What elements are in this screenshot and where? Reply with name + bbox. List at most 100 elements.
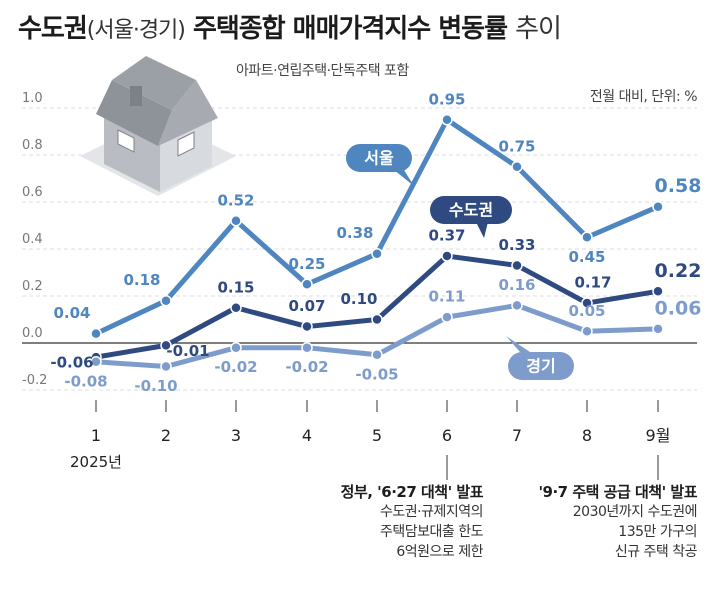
y-tick-label: 0.0 [22,326,43,341]
data-point [581,231,593,243]
house-icon [80,56,236,196]
x-tick-label: 2 [161,426,171,445]
data-label: 0.45 [568,248,605,266]
data-point [652,285,664,298]
x-tick-label: 5 [372,426,382,445]
x-tick-label: 7 [512,426,522,445]
data-point [441,311,453,323]
data-point [581,325,593,337]
data-point [160,294,172,307]
data-label: 0.17 [574,274,611,292]
x-tick-label: 3 [231,426,241,445]
data-label: -0.06 [50,354,93,372]
data-label: 0.16 [498,276,535,294]
data-point [652,323,664,335]
data-label: 0.37 [428,227,465,245]
unit-label: 전월 대비, 단위: % [589,89,698,105]
annotation-september: '9·7 주택 공급 대책' 발표 2030년까지 수도권에 135만 가구의 … [538,482,697,562]
data-label: 0.25 [288,255,325,273]
data-label: 0.52 [217,191,254,209]
subtitle: 아파트·연립주택·단독주택 포함 [236,63,409,79]
data-point [230,341,242,354]
data-point [371,349,383,361]
data-label: 0.75 [498,137,535,155]
data-point [441,250,453,262]
data-label: 0.05 [568,302,605,320]
x-tick-label: 1 [91,426,101,445]
callout-tail [394,170,414,186]
data-label: 0.22 [655,260,702,282]
callout-bubble [346,144,412,172]
data-point [90,356,102,368]
data-label: -0.01 [166,342,209,360]
data-label: 0.04 [53,304,90,322]
y-tick-label: 0.8 [22,138,43,153]
data-label: 0.95 [428,90,465,108]
annotation-september-line: 신규 주택 착공 [614,544,698,560]
y-tick-label: -0.2 [22,373,47,388]
annotation-june: 정부, '6·27 대책' 발표 수도권·규제지역의 주택담보대출 한도 6억원… [340,482,484,562]
x-year-label: 2025년 [70,453,122,471]
data-point [511,299,523,312]
y-axis-ticks: 1.0 0.8 0.6 0.4 0.2 0.0 -0.2 [22,91,47,388]
annotation-june-line: 주택담보대출 한도 [380,524,484,540]
y-tick-label: 0.6 [22,185,43,200]
series-callout: 서울 [346,144,414,186]
data-point [230,302,242,314]
annotation-june-head: 정부, '6·27 대책' 발표 [340,483,484,501]
x-tick-label: 9월 [646,426,671,445]
x-axis: 1 2 3 4 5 6 7 8 9월 2025년 [70,400,670,480]
data-label: 0.06 [655,297,702,319]
data-point [581,297,593,309]
callout-bubble [430,196,512,224]
y-tick-label: 0.4 [22,232,43,247]
series-callout: 수도권 [430,196,512,238]
data-label: -0.10 [134,377,177,395]
data-label: 0.10 [340,290,377,308]
page-title: 수도권(서울·경기) 주택종합 매매가격지수 변동률 추이 [18,14,562,44]
data-point [511,259,523,272]
series-name-label: 수도권 [449,201,493,220]
data-point [160,360,172,373]
x-tick-label: 4 [302,426,312,445]
callout-tail [476,222,488,238]
annotation-september-line: 2030년까지 수도권에 [572,504,698,520]
data-label: 0.38 [336,224,373,242]
annotation-september-line: 135만 가구의 [618,524,697,540]
data-point [652,200,664,213]
data-label: 0.33 [498,236,535,254]
data-label: -0.02 [214,358,257,376]
data-point [441,114,453,126]
data-point [301,341,313,354]
data-label: -0.05 [355,365,398,383]
data-label: -0.08 [64,372,107,390]
x-tick-label: 6 [442,426,452,445]
series-lines [90,114,664,373]
data-label: 0.18 [123,271,160,289]
data-point [511,161,523,173]
series-name-label: 경기 [526,357,555,376]
data-point [371,247,383,260]
data-label: 0.07 [288,297,325,315]
series-callout: 경기 [506,336,574,380]
data-point [301,320,313,333]
annotation-june-line: 6억원으로 제한 [396,544,483,560]
annotation-june-line: 수도권·규제지역의 [380,504,484,520]
data-point [230,215,242,227]
data-point [371,313,383,326]
y-tick-label: 0.2 [22,279,43,294]
callout-bubble [508,352,574,380]
data-point [301,278,313,290]
data-label: 0.11 [428,288,465,306]
y-tick-label: 1.0 [22,91,43,106]
data-label: -0.02 [285,358,328,376]
x-tick-label: 8 [582,426,592,445]
data-point [90,327,102,340]
data-point [160,339,172,352]
data-labels: 0.04 0.18 0.52 0.25 0.38 0.95 0.75 0.45 0.58 -0.0… [50,90,701,395]
annotation-september-head: '9·7 주택 공급 대책' 발표 [538,483,697,501]
data-label: 0.58 [655,175,702,197]
data-label: 0.15 [217,278,254,296]
